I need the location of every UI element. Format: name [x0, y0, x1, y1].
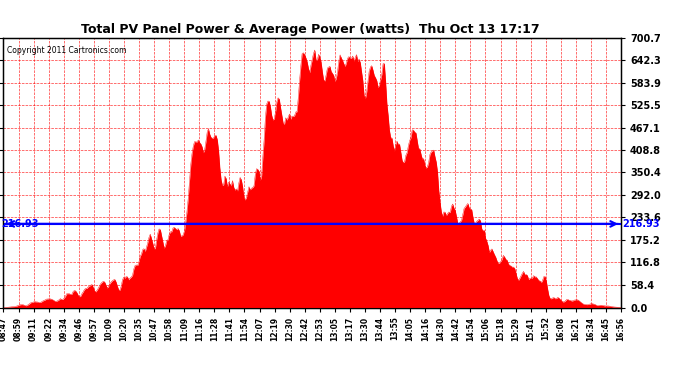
Text: 216.93: 216.93 — [622, 219, 660, 229]
Text: Total PV Panel Power & Average Power (watts)  Thu Oct 13 17:17: Total PV Panel Power & Average Power (wa… — [81, 22, 540, 36]
Text: 216.93: 216.93 — [1, 219, 39, 229]
Text: Copyright 2011 Cartronics.com: Copyright 2011 Cartronics.com — [6, 46, 126, 55]
